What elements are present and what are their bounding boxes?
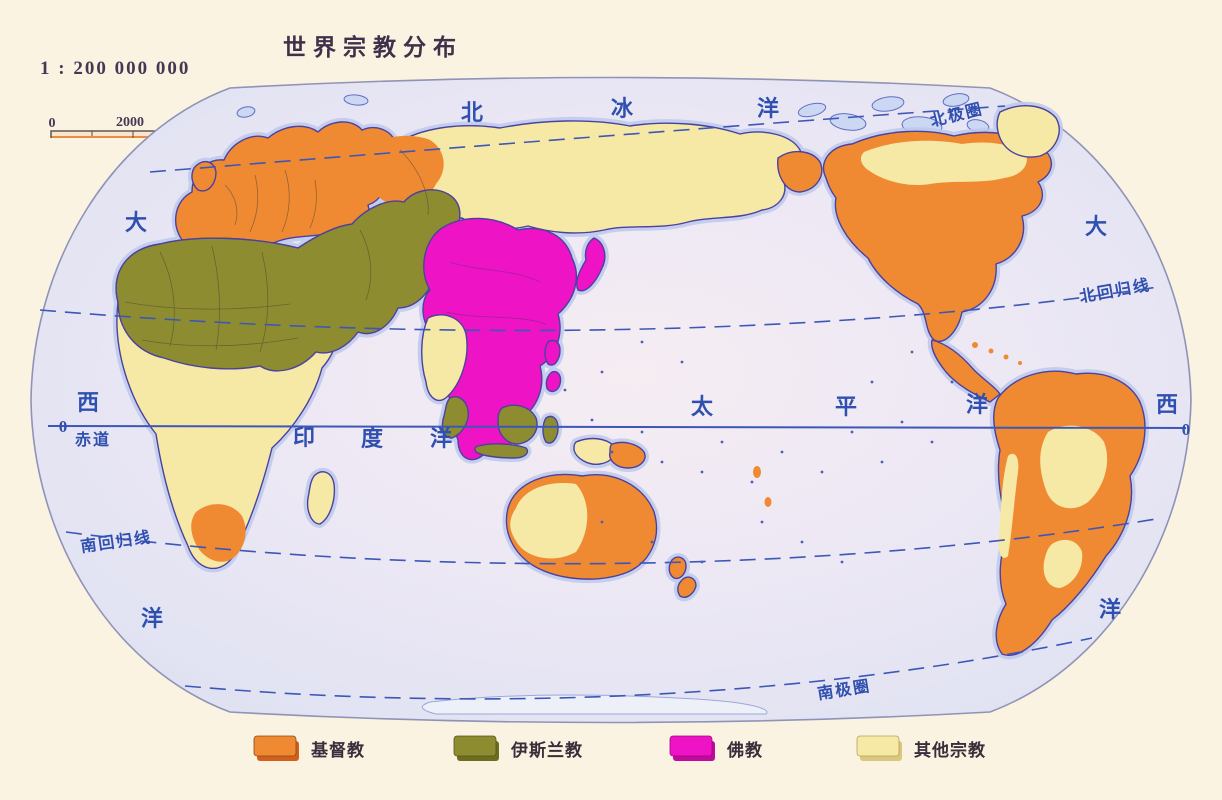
atlantic-ocean-label: 洋 bbox=[1099, 597, 1121, 622]
antarctic-circle-line bbox=[184, 637, 1093, 700]
atlantic-ocean-label: 大 bbox=[125, 210, 147, 235]
atlantic-ocean-label: 西 bbox=[77, 390, 99, 415]
arctic-ocean-label: 北 bbox=[461, 100, 483, 125]
tropic-of-capricorn-line bbox=[65, 517, 1163, 565]
river-lines bbox=[445, 261, 547, 325]
border-detail-lines bbox=[124, 149, 429, 353]
indian-ocean-label: 洋 bbox=[430, 426, 452, 451]
atlantic-ocean-label: 大 bbox=[1085, 214, 1107, 239]
region-new-zealand-christianity bbox=[668, 556, 687, 580]
legend-swatch-buddhism bbox=[669, 735, 715, 761]
arctic-ocean-label: 洋 bbox=[757, 96, 779, 121]
pacific-ocean-label: 平 bbox=[835, 394, 857, 419]
atlantic-ocean-label: 洋 bbox=[141, 606, 163, 631]
scale-tick-2000: 2000 bbox=[116, 115, 144, 130]
pacific-ocean-label: 洋 bbox=[966, 392, 988, 417]
equator-degree-left: 0 bbox=[59, 417, 68, 436]
legend-swatch-islam bbox=[453, 735, 499, 761]
region-philippines-buddhism bbox=[544, 339, 561, 366]
region-north-canada-other bbox=[860, 140, 1027, 186]
legend-item-buddhism: 佛教 bbox=[668, 733, 763, 763]
arctic-ocean-label: 冰 bbox=[611, 96, 634, 121]
legend-item-christianity: 基督教 bbox=[252, 733, 365, 763]
region-indonesia-islam bbox=[542, 415, 559, 444]
legend-label: 基督教 bbox=[311, 740, 365, 760]
tropic-of-cancer-line bbox=[39, 286, 1159, 332]
equator-label: 赤道 bbox=[75, 430, 111, 449]
legend-item-islam: 伊斯兰教 bbox=[452, 733, 583, 763]
indian-ocean-label: 度 bbox=[361, 426, 384, 451]
legend-label: 其他宗教 bbox=[914, 740, 986, 760]
scale-tick-0: 0 bbox=[49, 116, 56, 131]
equator-degree-right: 0 bbox=[1182, 420, 1191, 439]
scale-ratio-text: 1 : 200 000 000 bbox=[40, 58, 191, 79]
island-dots bbox=[563, 340, 954, 564]
atlantic-ocean-label: 西 bbox=[1156, 392, 1178, 417]
region-indonesia-islam bbox=[497, 404, 538, 445]
equator-line bbox=[47, 425, 1187, 429]
legend-swatch-other-religion bbox=[856, 735, 902, 761]
legend-swatch-christianity bbox=[253, 735, 299, 761]
graticule bbox=[39, 105, 1187, 700]
legend-label: 佛教 bbox=[727, 740, 763, 760]
indian-ocean-label: 印 bbox=[293, 425, 315, 450]
page-title: 世界宗教分布 bbox=[283, 34, 463, 60]
pacific-ocean-label: 太 bbox=[691, 394, 714, 419]
antarctica-edge bbox=[421, 694, 768, 715]
small-islands bbox=[753, 342, 1022, 507]
arctic-islands bbox=[236, 93, 990, 136]
arctic-circle-line bbox=[149, 105, 1006, 173]
legend-label: 伊斯兰教 bbox=[511, 740, 583, 760]
legend-item-other-religion: 其他宗教 bbox=[855, 733, 986, 763]
